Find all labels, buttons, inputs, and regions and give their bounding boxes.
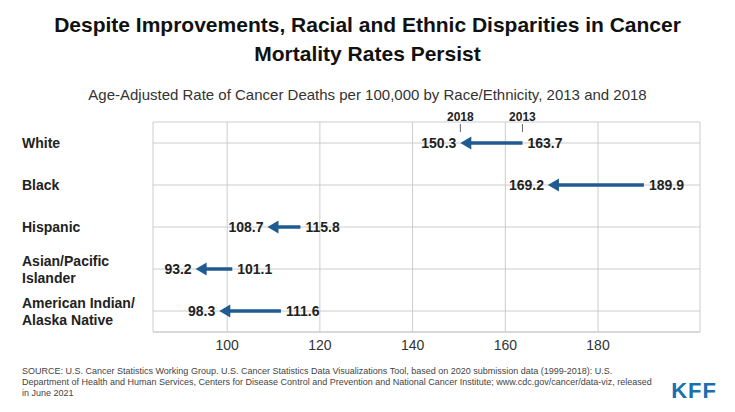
svg-text:163.7: 163.7	[527, 135, 562, 151]
html-text:SOURCE: U.S. Cancer Statistics: SOURCE: U.S. Cancer Statistics Working G…	[22, 366, 652, 398]
svg-text:115.8: 115.8	[305, 219, 339, 235]
svg-text:2018: 2018	[447, 110, 474, 124]
svg-text:2013: 2013	[509, 110, 536, 124]
svg-text:120: 120	[308, 337, 332, 353]
svg-text:93.2: 93.2	[164, 261, 191, 277]
svg-text:169.2: 169.2	[509, 177, 544, 193]
svg-text:Hispanic: Hispanic	[22, 219, 81, 235]
html-text:Age-Adjusted Rate of Cancer De: Age-Adjusted Rate of Cancer Deaths per 1…	[88, 86, 647, 103]
svg-text:100: 100	[215, 337, 239, 353]
svg-text:98.3: 98.3	[188, 303, 215, 319]
svg-text:140: 140	[401, 337, 425, 353]
svg-text:Black: Black	[22, 177, 60, 193]
svg-text:Asian/PacificIslander: Asian/PacificIslander	[22, 253, 109, 286]
svg-text:American Indian/Alaska Native: American Indian/Alaska Native	[22, 295, 135, 328]
svg-text:101.1: 101.1	[237, 261, 272, 277]
html-text:Despite Improvements, Racial a: Despite Improvements, Racial and Ethnic …	[54, 13, 681, 65]
svg-text:108.7: 108.7	[228, 219, 263, 235]
svg-text:180: 180	[586, 337, 610, 353]
svg-text:189.9: 189.9	[649, 177, 684, 193]
svg-text:111.6: 111.6	[286, 303, 320, 319]
svg-text:White: White	[22, 135, 60, 151]
svg-text:150.3: 150.3	[421, 135, 456, 151]
html-text:KFF: KFF	[671, 378, 717, 403]
svg-text:160: 160	[494, 337, 518, 353]
